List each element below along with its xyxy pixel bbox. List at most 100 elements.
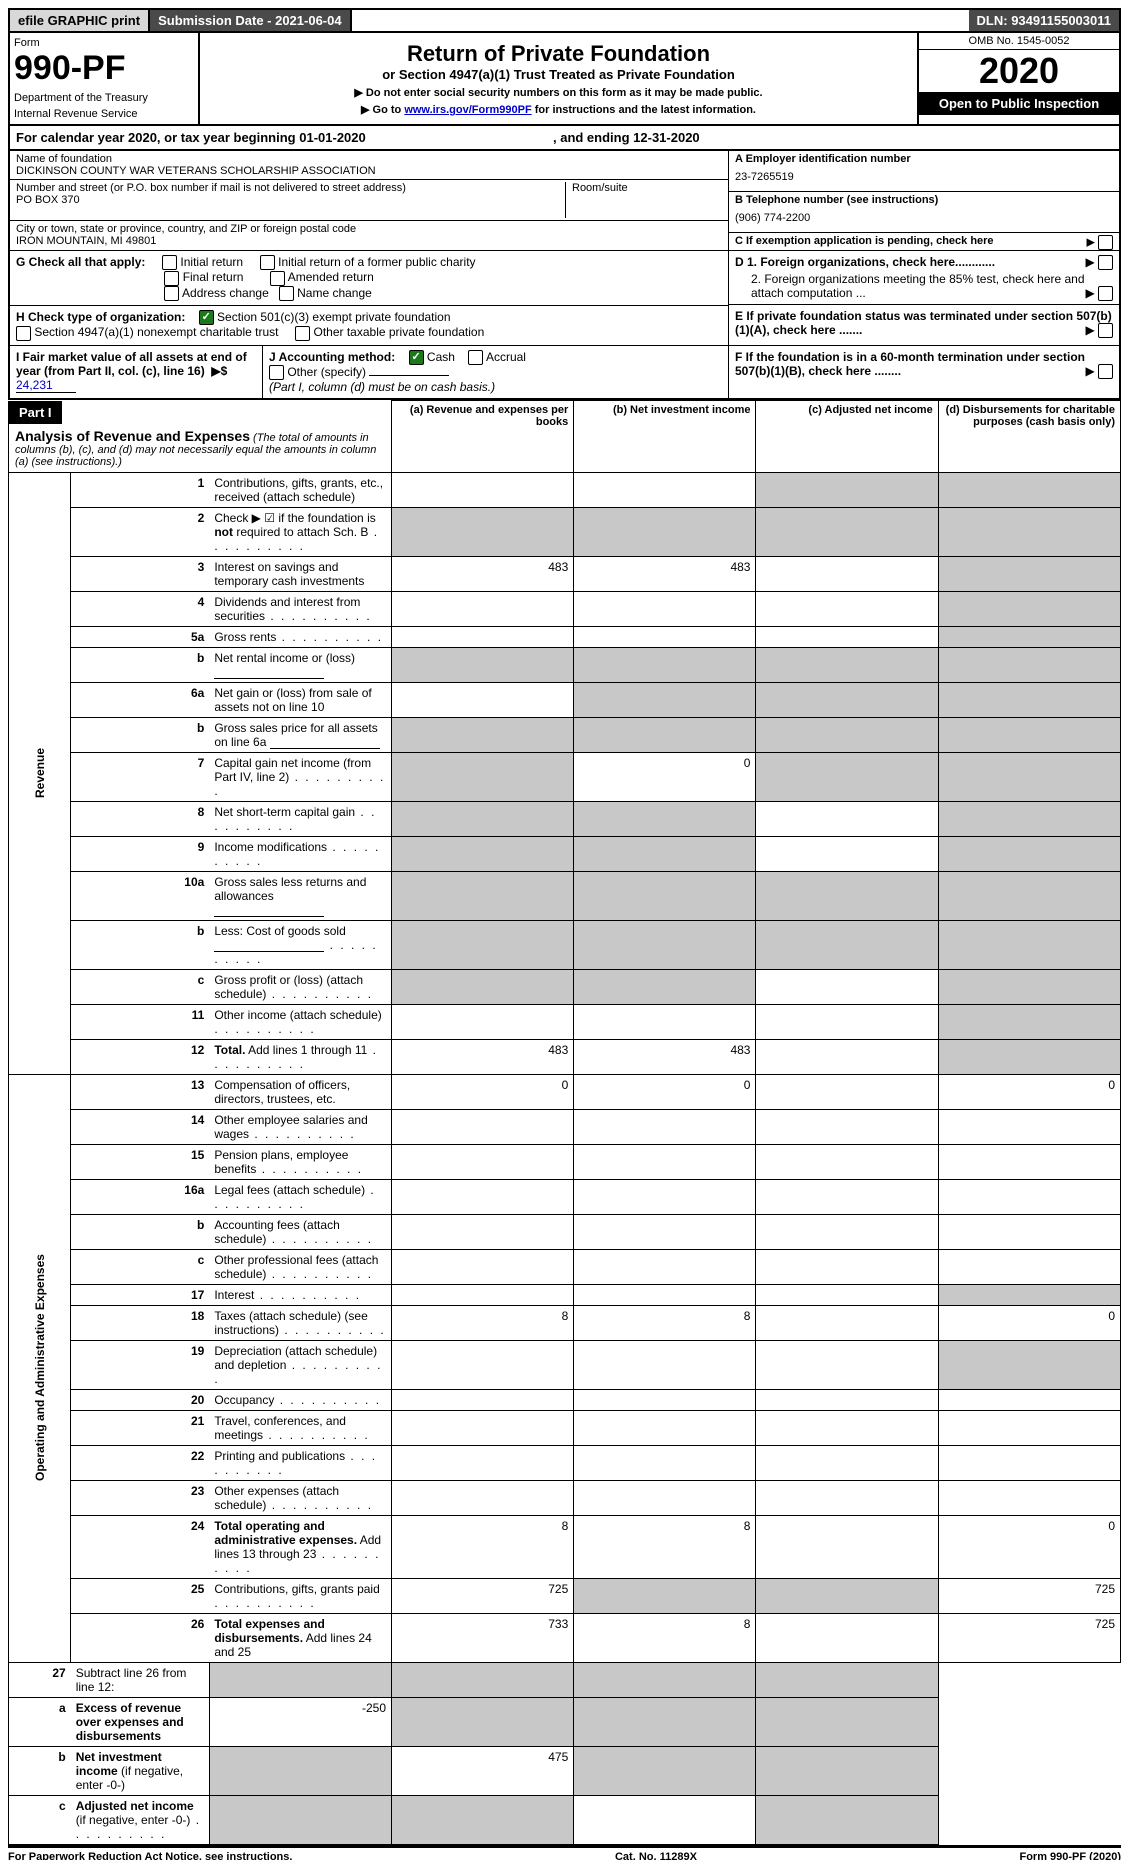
table-row: 16aLegal fees (attach schedule)	[9, 1179, 1121, 1214]
j-accrual-checkbox[interactable]	[468, 350, 483, 365]
col-a-header: (a) Revenue and expenses per books	[392, 401, 574, 473]
cell-val	[392, 591, 574, 626]
cell-val	[392, 1144, 574, 1179]
header-center: Return of Private Foundation or Section …	[200, 33, 917, 124]
cell-val	[392, 1109, 574, 1144]
row-desc: Net investment income (if negative, ente…	[71, 1746, 210, 1795]
g-initial-checkbox[interactable]	[162, 255, 177, 270]
cell-val	[574, 1249, 756, 1284]
h-501c3-checkbox[interactable]	[199, 310, 214, 325]
row-desc: Contributions, gifts, grants paid	[209, 1578, 391, 1613]
row-desc: Total expenses and disbursements. Add li…	[209, 1613, 391, 1662]
g-address-checkbox[interactable]	[164, 286, 179, 301]
cell-grey	[574, 920, 756, 969]
cell-grey	[574, 871, 756, 920]
col-d-header: (d) Disbursements for charitable purpose…	[938, 401, 1120, 473]
j-cash-checkbox[interactable]	[409, 350, 424, 365]
table-row: 3Interest on savings and temporary cash …	[9, 556, 1121, 591]
cell-grey	[574, 969, 756, 1004]
row-desc: Contributions, gifts, grants, etc., rece…	[209, 472, 391, 507]
cell-val: -250	[209, 1697, 391, 1746]
row-num: 10a	[71, 871, 210, 920]
row-num: c	[71, 1249, 210, 1284]
j-section: J Accounting method: Cash Accrual Other …	[263, 346, 728, 399]
d1-checkbox[interactable]	[1098, 255, 1113, 270]
cell-val	[756, 1039, 938, 1074]
row-num: 21	[71, 1410, 210, 1445]
row-desc: Gross rents	[209, 626, 391, 647]
cell-val: 8	[574, 1613, 756, 1662]
cell-val	[392, 1179, 574, 1214]
cell-val: 483	[574, 1039, 756, 1074]
row-desc: Net gain or (loss) from sale of assets n…	[209, 682, 391, 717]
cell-val	[938, 1214, 1120, 1249]
table-row: 26Total expenses and disbursements. Add …	[9, 1613, 1121, 1662]
cell-val	[938, 1144, 1120, 1179]
row-desc: Legal fees (attach schedule)	[209, 1179, 391, 1214]
row-num: 20	[71, 1389, 210, 1410]
cell-grey	[938, 472, 1120, 507]
cell-val	[574, 1445, 756, 1480]
f-section: F If the foundation is in a 60-month ter…	[729, 346, 1119, 382]
g-final-checkbox[interactable]	[164, 271, 179, 286]
cell-val	[574, 1214, 756, 1249]
d1-label: D 1. Foreign organizations, check here..…	[735, 255, 995, 269]
form-label: Form	[14, 37, 194, 49]
row-num: b	[71, 1214, 210, 1249]
room-label: Room/suite	[572, 182, 722, 194]
row-desc: Interest on savings and temporary cash i…	[209, 556, 391, 591]
cell-val: 8	[392, 1515, 574, 1578]
row-desc: Depreciation (attach schedule) and deple…	[209, 1340, 391, 1389]
row-desc: Other income (attach schedule)	[209, 1004, 391, 1039]
e-section: E If private foundation status was termi…	[729, 304, 1119, 341]
cell-val: 725	[938, 1613, 1120, 1662]
calendar-year: For calendar year 2020, or tax year begi…	[8, 126, 1121, 151]
cell-val: 483	[392, 1039, 574, 1074]
cell-grey	[938, 836, 1120, 871]
row-desc: Gross sales less returns and allowances	[209, 871, 391, 920]
phone-cell: B Telephone number (see instructions) (9…	[729, 191, 1119, 232]
irs-link[interactable]: www.irs.gov/Form990PF	[404, 104, 531, 116]
row-num: 3	[71, 556, 210, 591]
cell-val	[756, 1410, 938, 1445]
cell-val	[574, 1004, 756, 1039]
j-other: Other (specify)	[287, 365, 366, 379]
cell-val	[756, 1515, 938, 1578]
g-opt4: Address change	[182, 286, 269, 300]
h-4947-checkbox[interactable]	[16, 326, 31, 341]
title: Return of Private Foundation	[210, 41, 907, 67]
cell-grey	[574, 836, 756, 871]
e-checkbox[interactable]	[1098, 323, 1113, 338]
cell-val	[574, 1389, 756, 1410]
cal-mid: , and ending	[553, 130, 633, 145]
row-num: 8	[71, 801, 210, 836]
c-checkbox[interactable]	[1098, 235, 1113, 250]
cell-val	[756, 626, 938, 647]
row-num: c	[9, 1795, 71, 1844]
h-other-checkbox[interactable]	[295, 326, 310, 341]
instruct2-post: for instructions and the latest informat…	[532, 104, 756, 116]
row-num: 11	[71, 1004, 210, 1039]
cell-val: 0	[938, 1074, 1120, 1109]
row-num: 18	[71, 1305, 210, 1340]
row-num: c	[71, 969, 210, 1004]
table-row: 5aGross rents	[9, 626, 1121, 647]
row-desc: Interest	[209, 1284, 391, 1305]
g-name-checkbox[interactable]	[279, 286, 294, 301]
g-initial-former-checkbox[interactable]	[260, 255, 275, 270]
form-header: Form 990-PF Department of the Treasury I…	[8, 33, 1121, 126]
row-num: 25	[71, 1578, 210, 1613]
cell-grey	[756, 920, 938, 969]
table-row: cAdjusted net income (if negative, enter…	[9, 1795, 1121, 1844]
cell-grey	[574, 1578, 756, 1613]
row-desc: Income modifications	[209, 836, 391, 871]
g-amended-checkbox[interactable]	[270, 271, 285, 286]
d2-checkbox[interactable]	[1098, 286, 1113, 301]
j-other-checkbox[interactable]	[269, 365, 284, 380]
f-checkbox[interactable]	[1098, 364, 1113, 379]
row-num: b	[71, 920, 210, 969]
footer-mid: Cat. No. 11289X	[615, 1851, 697, 1860]
row-desc: Printing and publications	[209, 1445, 391, 1480]
table-row: 14Other employee salaries and wages	[9, 1109, 1121, 1144]
d-section: D 1. Foreign organizations, check here..…	[729, 251, 1119, 304]
